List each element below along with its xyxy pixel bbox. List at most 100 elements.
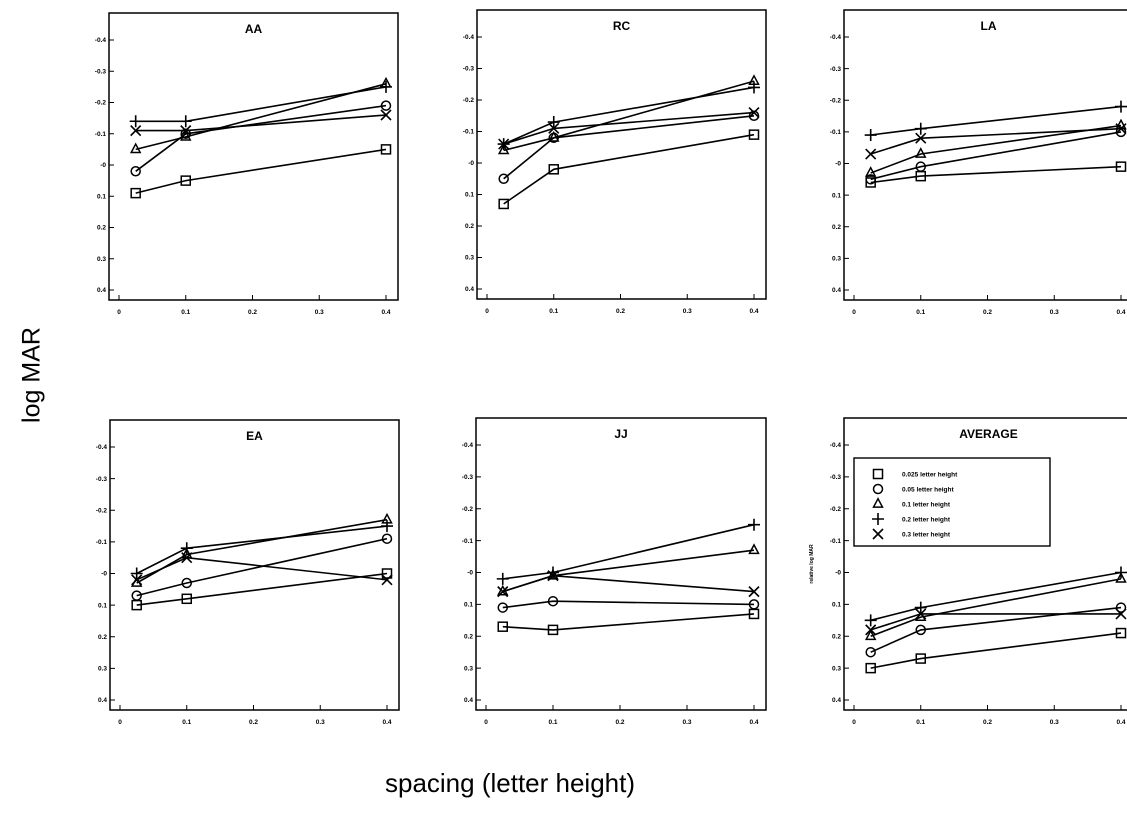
- x-tick-label: 0.3: [316, 719, 325, 726]
- data-point-cross: [498, 138, 510, 150]
- y-tick-label: 0.1: [832, 602, 841, 609]
- y-tick-label: -0.1: [96, 539, 108, 546]
- x-tick-label: 0.1: [182, 719, 191, 726]
- x-tick-label: 0.2: [615, 719, 624, 726]
- data-point-square: [380, 144, 392, 155]
- legend-marker-triangle: [872, 497, 884, 508]
- y-tick-label: 0.3: [97, 256, 106, 263]
- chart-panel-3: LA -0.4 -0.3 -0.2 -0.1 -0 0.1 0.2 0.3 0.4 0 0.1 0.2 0…: [830, 9, 1127, 316]
- y-tick-label: -0.2: [830, 97, 842, 104]
- y-tick-label: -0: [101, 571, 107, 578]
- y-tick-label: 0.2: [832, 633, 841, 640]
- data-point-cross: [865, 624, 877, 636]
- data-point-square: [1115, 161, 1127, 172]
- series-line-circle: [870, 131, 1122, 181]
- data-point-cross: [131, 574, 143, 586]
- data-point-triangle: [864, 629, 877, 641]
- data-point-circle: [865, 174, 876, 185]
- chart-title: LA: [981, 19, 997, 33]
- x-tick-label: 0.1: [181, 309, 190, 316]
- plot-frame: [108, 12, 399, 301]
- series-line-square: [503, 133, 755, 205]
- plot-frame: [843, 9, 1127, 301]
- data-point-cross: [915, 132, 927, 144]
- data-point-circle: [497, 602, 508, 613]
- y-axis-label: log MAR: [2, 327, 62, 423]
- data-point-cross: [548, 122, 560, 134]
- x-tick-label: 0.1: [916, 719, 925, 726]
- series-line-plus: [135, 86, 387, 123]
- series-line-triangle: [503, 80, 755, 152]
- data-point-cross: [915, 608, 927, 620]
- plot-frame: [843, 417, 1127, 711]
- chart-title: AVERAGE: [959, 427, 1017, 441]
- y-tick-label: 0.2: [464, 633, 473, 640]
- data-point-circle: [915, 161, 926, 172]
- data-point-triangle: [748, 543, 760, 555]
- data-point-cross: [181, 552, 193, 564]
- data-point-square: [381, 568, 393, 579]
- x-tick-label: 0: [852, 309, 856, 316]
- y-tick-label: 0.3: [98, 666, 107, 673]
- y-tick-label: -0.1: [830, 538, 842, 545]
- data-point-square: [130, 187, 141, 199]
- data-point-square: [498, 198, 509, 210]
- data-point-triangle: [497, 143, 510, 155]
- legend-label: 0.1 letter height: [902, 502, 951, 509]
- data-point-circle: [915, 624, 926, 636]
- data-point-cross: [748, 107, 760, 119]
- y-axis-label-text: log MAR: [17, 327, 46, 423]
- y-tick-label: -0.2: [463, 97, 475, 104]
- x-tick-label: 0.4: [381, 309, 390, 316]
- data-point-circle: [547, 595, 559, 607]
- data-point-square: [548, 164, 559, 175]
- y-tick-label: -0: [468, 160, 474, 167]
- data-point-circle: [131, 590, 142, 601]
- data-point-circle: [181, 577, 192, 589]
- x-tick-label: 0: [118, 719, 122, 726]
- data-point-cross: [748, 586, 760, 598]
- data-point-triangle: [864, 166, 877, 177]
- series-line-circle: [870, 606, 1122, 653]
- data-point-plus: [864, 129, 877, 142]
- data-point-circle: [748, 599, 760, 610]
- data-point-plus: [179, 115, 192, 128]
- x-tick-label: 0.3: [1050, 719, 1059, 726]
- data-point-triangle: [547, 568, 559, 580]
- series-line-circle: [502, 600, 755, 609]
- y-tick-label: 0.4: [97, 287, 106, 294]
- x-tick-label: 0.1: [549, 308, 558, 315]
- y-tick-label: 0.1: [832, 192, 841, 199]
- y-tick-label: 0.2: [832, 224, 841, 231]
- x-tick-label: 0.3: [1050, 309, 1059, 316]
- x-tick-label: 0.3: [683, 308, 692, 315]
- x-tick-label: 0.2: [616, 308, 625, 315]
- data-point-square: [547, 624, 559, 636]
- data-point-plus: [914, 601, 927, 614]
- series-line-plus: [502, 523, 755, 580]
- y-tick-label: -0.2: [830, 506, 842, 513]
- y-tick-label: -0.4: [463, 34, 475, 41]
- y-tick-label: 0.2: [98, 634, 107, 641]
- y-tick-label: 0.2: [465, 223, 474, 230]
- y-tick-label: 0.3: [832, 256, 841, 263]
- series-line-square: [135, 148, 387, 194]
- chart-panel-1: AA -0.4 -0.3 -0.2 -0.1 -0 0.1 0.2 0.3 0.4 0 0.1 0.2 0…: [95, 12, 399, 316]
- data-point-plus: [496, 572, 509, 585]
- y-tick-label: -0.1: [830, 129, 842, 136]
- x-tick-label: 0: [485, 308, 489, 315]
- x-tick-label: 0: [117, 309, 121, 316]
- y-tick-label: -0.4: [830, 34, 842, 41]
- y-tick-label: -0.2: [96, 507, 108, 514]
- data-point-circle: [380, 100, 392, 111]
- x-tick-label: 0.4: [749, 308, 758, 315]
- series-line-triangle: [136, 518, 388, 584]
- legend-marker-circle: [872, 483, 884, 495]
- series-line-cross: [502, 574, 755, 593]
- data-point-plus: [914, 122, 927, 135]
- series-line-square: [136, 572, 388, 606]
- y-tick-label: -0: [835, 570, 841, 577]
- data-point-triangle: [129, 142, 142, 154]
- data-point-triangle: [180, 129, 192, 141]
